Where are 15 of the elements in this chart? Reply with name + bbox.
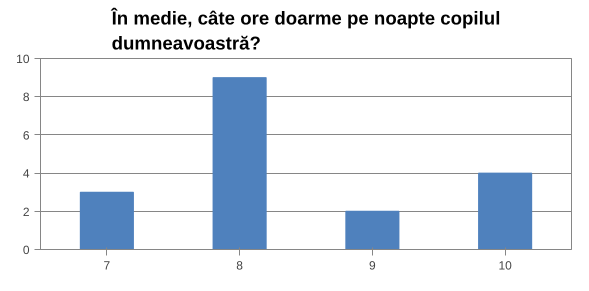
y-tick-label: 6 xyxy=(22,128,30,142)
x-tick-label: 10 xyxy=(498,258,512,272)
x-tick-label: 7 xyxy=(104,258,111,272)
y-tick-label: 8 xyxy=(22,90,30,104)
y-tick-label: 10 xyxy=(16,52,30,66)
bar xyxy=(80,192,134,250)
y-tick-label: 4 xyxy=(22,166,30,181)
x-tick-label: 9 xyxy=(369,258,376,272)
bar xyxy=(212,77,267,250)
y-tick-label: 0 xyxy=(22,243,30,257)
y-tick-label: 2 xyxy=(22,204,30,219)
bar xyxy=(478,172,532,250)
bar xyxy=(345,210,400,250)
x-tick-label: 8 xyxy=(236,258,244,272)
chart-title: În medie, câte ore doarme pe noapte copilul dumneavoastră? xyxy=(110,7,500,54)
